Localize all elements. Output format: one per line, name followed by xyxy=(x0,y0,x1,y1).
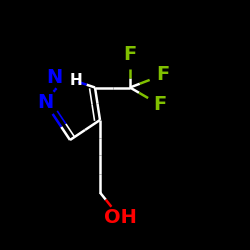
Text: F: F xyxy=(124,46,136,64)
Text: F: F xyxy=(156,66,169,84)
Text: N: N xyxy=(46,68,62,87)
Text: F: F xyxy=(154,96,166,114)
Text: OH: OH xyxy=(104,208,136,227)
Text: N: N xyxy=(37,93,53,112)
Text: H: H xyxy=(70,72,83,88)
